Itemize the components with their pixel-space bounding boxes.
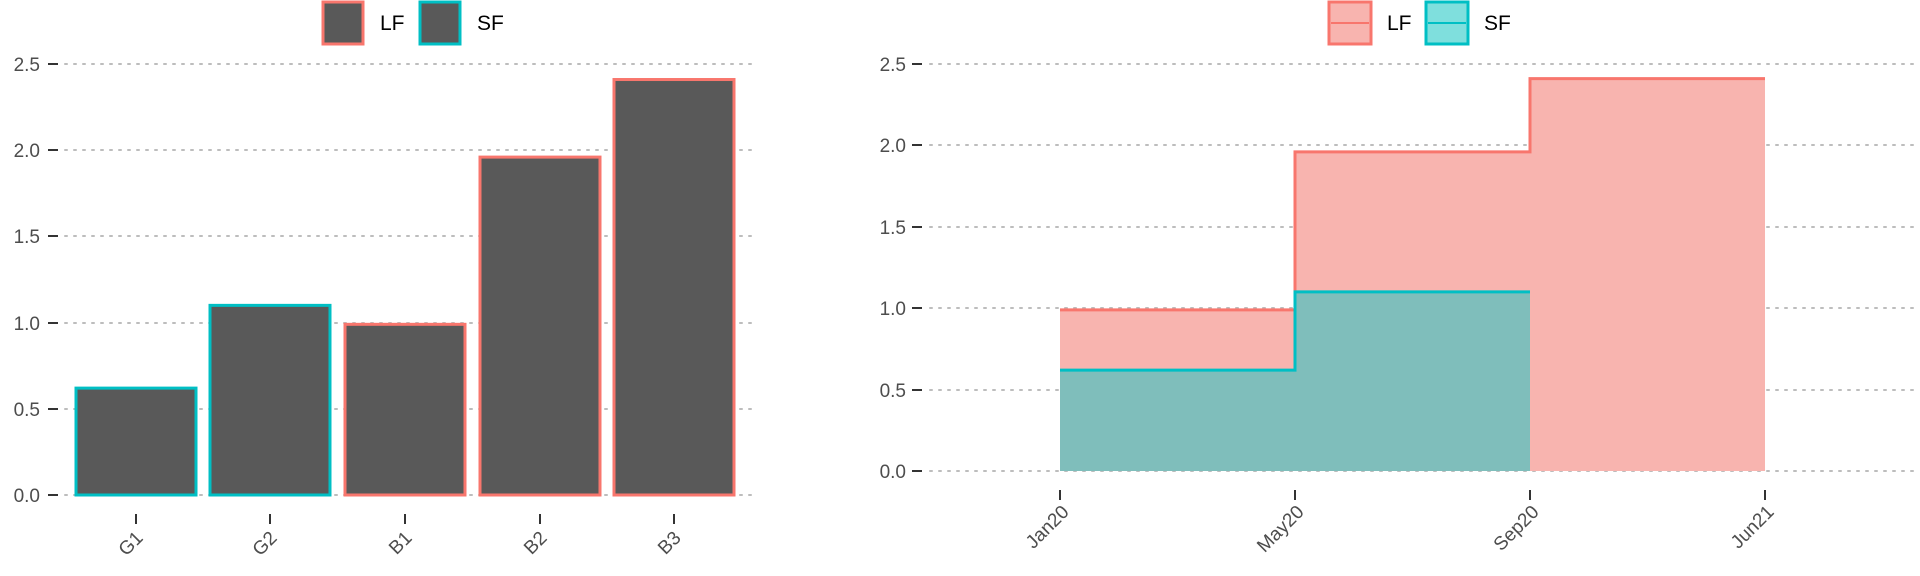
left-x-tick-label: G2: [249, 528, 282, 561]
right-x-tick-label: Jan20: [1022, 502, 1073, 553]
bar-g1: [74, 386, 198, 497]
right-legend-lf-label: LF: [1387, 12, 1412, 35]
right-legend: LF SF: [1327, 0, 1511, 46]
left-legend-sf-key: [418, 0, 462, 46]
left-y-tick-label: 2.0: [14, 141, 40, 162]
bar-g2: [208, 303, 332, 497]
right-y-tick-label: 0.5: [880, 381, 906, 402]
area-sf: [1060, 291, 1530, 471]
bar-b3: [612, 78, 736, 497]
left-legend-lf-key: [321, 0, 365, 46]
right-y-tick-label: 0.0: [880, 462, 906, 483]
left-x-tick-label: G1: [115, 528, 148, 561]
bar-b1: [343, 322, 467, 497]
left-x-tick-label: B3: [654, 528, 685, 559]
left-bars: [74, 78, 736, 497]
left-x-tick-label: B2: [520, 528, 551, 559]
right-y-tick-label: 2.0: [880, 136, 906, 157]
left-legend-sf-label: SF: [477, 12, 504, 35]
right-x-tick-label: May20: [1253, 502, 1308, 557]
right-y-tick-label: 2.5: [880, 55, 906, 76]
line-lf: [1060, 77, 1765, 312]
right-x-tick-label: Sep20: [1490, 502, 1544, 556]
left-y-tick-label: 1.0: [14, 314, 40, 335]
line-sf: [1060, 290, 1530, 372]
right-areas: [1060, 77, 1765, 471]
left-y-tick-label: 2.5: [14, 55, 40, 76]
right-y-tick-label: 1.0: [880, 299, 906, 320]
left-y-tick-label: 0.0: [14, 486, 40, 507]
right-x-axis: Jan20 May20 Sep20 Jun21: [1022, 490, 1779, 557]
left-legend: LF SF: [321, 0, 504, 46]
left-y-tick-label: 1.5: [14, 227, 40, 248]
left-legend-lf-label: LF: [380, 12, 405, 35]
right-legend-sf-label: SF: [1484, 12, 1511, 35]
bar-b2: [478, 155, 602, 497]
left-x-axis: G1 G2 B1 B2 B3: [115, 514, 686, 560]
left-x-tick-label: B1: [385, 528, 416, 559]
right-x-tick-label: Jun21: [1727, 502, 1778, 553]
right-y-tick-label: 1.5: [880, 218, 906, 239]
left-y-tick-label: 0.5: [14, 400, 40, 421]
